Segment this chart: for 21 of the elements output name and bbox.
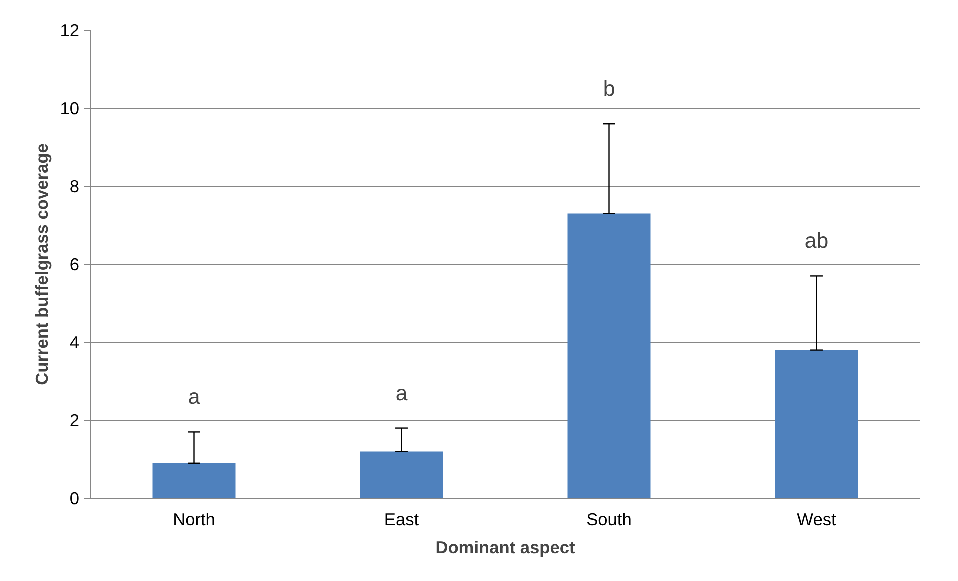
y-tick-label: 2 — [70, 410, 80, 430]
y-tick-label: 12 — [60, 20, 80, 40]
bar — [152, 463, 236, 498]
y-tick-label: 6 — [70, 254, 80, 274]
x-axis-title: Dominant aspect — [436, 538, 576, 558]
x-tick-label: East — [384, 510, 420, 530]
x-tick-label: South — [586, 510, 632, 530]
y-tick-label: 8 — [70, 176, 80, 196]
annotation: a — [188, 385, 200, 410]
bar — [775, 350, 858, 498]
annotation: a — [396, 381, 408, 406]
x-tick-label: North — [173, 510, 216, 530]
bar — [568, 214, 651, 498]
annotation: b — [603, 77, 616, 102]
annotation: ab — [804, 229, 829, 254]
y-axis-title: Current buffelgrass coverage — [32, 143, 52, 386]
x-tick-label: West — [797, 510, 837, 530]
bar — [360, 452, 444, 498]
y-tick-label: 4 — [70, 332, 80, 352]
y-tick-label: 10 — [60, 98, 80, 118]
y-tick-label: 0 — [70, 488, 80, 508]
